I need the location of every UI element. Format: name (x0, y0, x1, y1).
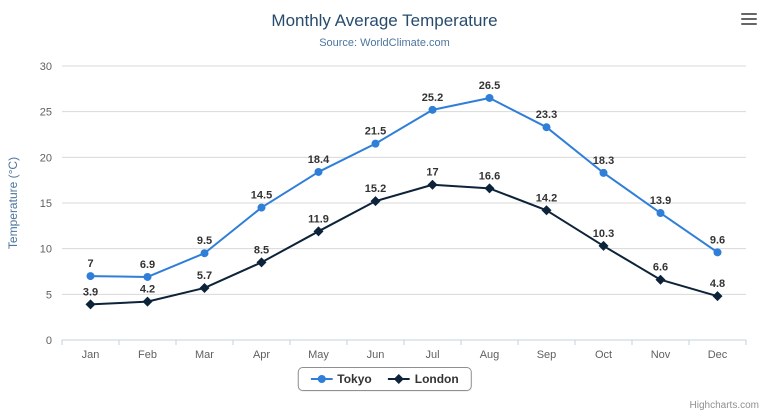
data-label: 14.5 (251, 190, 272, 202)
x-axis-tick-label: Aug (480, 349, 500, 361)
y-axis-tick-label: 0 (46, 335, 52, 347)
data-label: 14.2 (536, 192, 557, 204)
data-label: 10.3 (593, 228, 614, 240)
data-label: 15.2 (365, 183, 386, 195)
data-label: 6.6 (653, 262, 668, 274)
x-axis-tick-label: Mar (195, 349, 214, 361)
data-label: 13.9 (650, 195, 671, 207)
y-axis-tick-label: 25 (40, 107, 52, 119)
data-label: 3.9 (83, 286, 98, 298)
data-label: 16.6 (479, 170, 500, 182)
data-point-marker-tokyo[interactable] (656, 209, 665, 218)
chart-title: Monthly Average Temperature (271, 11, 498, 30)
legend-label-london: London (414, 372, 459, 386)
x-axis-tick-label: Sep (537, 349, 557, 361)
chart-subtitle: Source: WorldClimate.com (319, 37, 450, 49)
london-series-marker-icon (387, 373, 410, 385)
data-point-marker-tokyo[interactable] (314, 167, 323, 176)
legend-item-tokyo[interactable]: Tokyo (310, 372, 372, 386)
data-label: 6.9 (140, 259, 155, 271)
data-point-marker-london[interactable] (256, 257, 267, 268)
data-point-marker-tokyo[interactable] (542, 123, 551, 132)
data-label: 26.5 (479, 80, 500, 92)
data-label: 9.6 (710, 234, 725, 246)
x-axis-tick-label: May (308, 349, 329, 361)
legend-item-london[interactable]: London (387, 372, 459, 386)
data-point-marker-london[interactable] (484, 183, 495, 194)
data-label: 8.5 (254, 244, 269, 256)
data-label: 11.9 (308, 213, 329, 225)
data-point-marker-london[interactable] (712, 291, 723, 302)
y-axis-title: Temperature (°C) (6, 156, 20, 250)
y-axis-tick-label: 15 (40, 198, 52, 210)
data-point-marker-tokyo[interactable] (143, 272, 152, 281)
data-label: 23.3 (536, 109, 557, 121)
data-point-marker-london[interactable] (541, 205, 552, 216)
data-point-marker-tokyo[interactable] (200, 249, 209, 258)
x-axis-tick-label: Feb (138, 349, 157, 361)
data-point-marker-london[interactable] (142, 296, 153, 307)
data-label: 9.5 (197, 235, 212, 247)
data-label: 17 (426, 167, 438, 179)
data-label: 18.4 (308, 154, 330, 166)
data-point-marker-london[interactable] (199, 282, 210, 293)
x-axis-tick-label: Jan (82, 349, 100, 361)
data-point-marker-london[interactable] (655, 274, 666, 285)
series-line-london[interactable] (89, 183, 719, 306)
data-point-marker-tokyo[interactable] (428, 105, 437, 114)
y-axis-tick-label: 20 (40, 152, 52, 164)
data-point-marker-london[interactable] (85, 299, 96, 310)
data-point-marker-tokyo[interactable] (713, 248, 722, 257)
data-point-marker-tokyo[interactable] (86, 272, 95, 281)
data-point-marker-london[interactable] (427, 179, 438, 190)
data-label: 25.2 (422, 92, 443, 104)
y-axis-tick-label: 30 (40, 61, 52, 73)
data-label: 18.3 (593, 155, 614, 167)
y-axis-tick-label: 5 (46, 289, 52, 301)
x-axis-tick-label: Nov (651, 349, 671, 361)
hamburger-menu-icon[interactable] (741, 13, 757, 25)
x-axis-tick-label: Apr (253, 349, 270, 361)
legend: Tokyo London (297, 367, 472, 391)
data-point-marker-tokyo[interactable] (371, 139, 380, 148)
data-label: 5.7 (197, 270, 212, 282)
data-label: 21.5 (365, 126, 386, 138)
data-point-marker-tokyo[interactable] (485, 93, 494, 102)
data-point-marker-tokyo[interactable] (257, 203, 266, 212)
data-label: 4.2 (140, 284, 155, 296)
y-axis-tick-label: 10 (40, 244, 52, 256)
x-axis-tick-label: Dec (708, 349, 728, 361)
tokyo-series-marker-icon (310, 373, 333, 385)
data-label: 7 (87, 258, 93, 270)
x-axis-tick-label: Jun (367, 349, 385, 361)
hamburger-bar (741, 18, 757, 20)
series-line-tokyo[interactable] (89, 96, 719, 278)
data-point-marker-london[interactable] (370, 196, 381, 207)
data-label: 4.8 (710, 278, 725, 290)
data-point-marker-london[interactable] (598, 240, 609, 251)
legend-label-tokyo: Tokyo (337, 372, 372, 386)
hamburger-bar (741, 23, 757, 25)
data-point-marker-tokyo[interactable] (599, 168, 608, 177)
highcharts-credits-link[interactable]: Highcharts.com (689, 400, 759, 411)
x-axis-tick-label: Jul (425, 349, 439, 361)
x-axis-tick-label: Oct (595, 349, 612, 361)
hamburger-bar (741, 13, 757, 15)
data-point-marker-london[interactable] (313, 226, 324, 237)
